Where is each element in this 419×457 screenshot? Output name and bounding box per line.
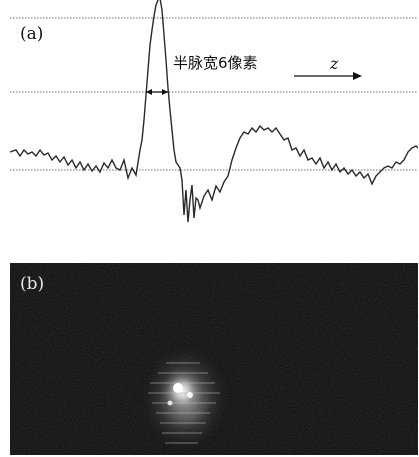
z-arrow-head [353, 72, 362, 80]
speckle-image [10, 263, 418, 455]
panel-a: (a) 半脉宽6像素 z [10, 0, 418, 230]
profile-plot [10, 0, 418, 223]
axis-symbol-z: z [330, 54, 339, 73]
half-width-arrow-right [162, 89, 168, 95]
bright-speckle [173, 383, 183, 393]
speckle-streaks [148, 362, 220, 444]
bright-speckle [167, 400, 173, 406]
profile-trace [10, 0, 418, 223]
panel-a-label: (a) [20, 24, 44, 44]
bright-speckle [187, 392, 193, 398]
half-width-annotation: 半脉宽6像素 [173, 54, 258, 72]
panel-b: (b) [10, 263, 418, 455]
half-width-arrow-left [146, 89, 152, 95]
panel-b-label: (b) [20, 274, 45, 294]
